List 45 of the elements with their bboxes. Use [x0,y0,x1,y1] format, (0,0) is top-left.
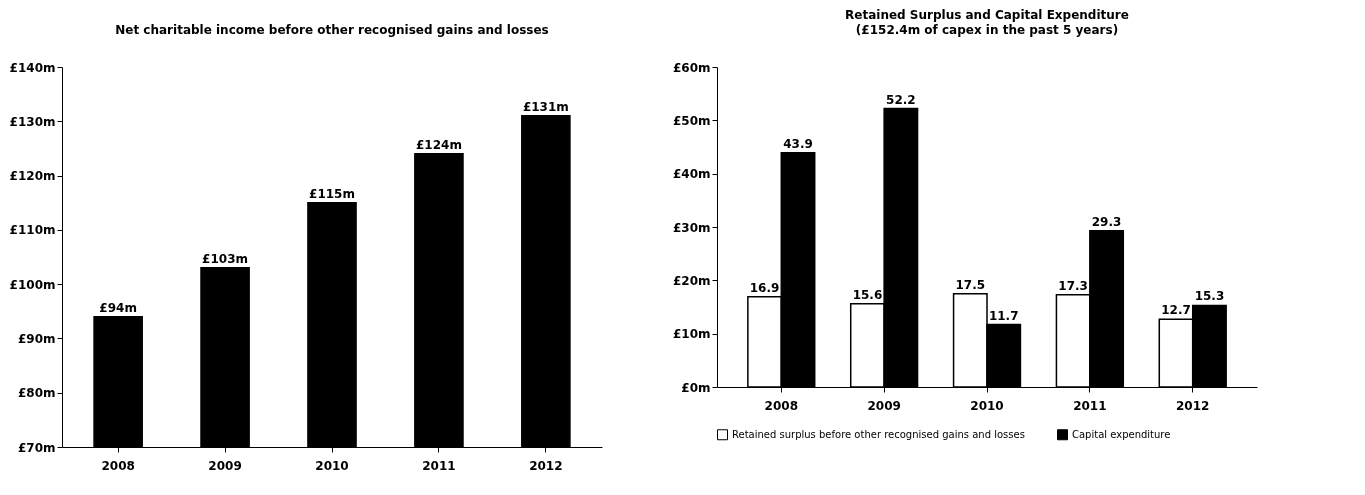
y-tick-label: £110m [9,223,56,238]
chart-title: Net charitable income before other recognised gains and losses [115,23,549,37]
y-tick-label: £30m [672,220,711,235]
y-tick-label: £20m [672,273,711,288]
chart-title: Retained Surplus and Capital Expenditure [845,8,1129,22]
data-label: 43.9 [783,136,813,151]
data-label: £124m [415,137,462,152]
x-tick-label: 2010 [315,458,349,473]
chart-subtitle: (£152.4m of capex in the past 5 years) [855,23,1119,37]
x-tick-label: 2011 [1073,398,1107,413]
y-tick-label: £0m [681,380,711,395]
data-label: £103m [202,251,249,266]
legend-label: Retained surplus before other recognised gains and losses [732,428,1025,440]
data-label: 15.6 [852,287,883,302]
data-label: 17.5 [955,277,986,292]
data-label: 29.3 [1091,214,1122,229]
x-tick-label: 2010 [970,398,1004,413]
y-tick-label: £40m [672,167,711,182]
data-label: £115m [309,186,355,201]
y-tick-label: £70m [17,440,56,455]
data-label: £131m [522,99,569,114]
x-tick-label: 2012 [1176,398,1210,413]
y-tick-label: £120m [9,169,56,184]
data-label: 17.3 [1058,278,1088,293]
x-tick-label: 2011 [422,458,456,473]
x-tick-label: 2008 [764,398,798,413]
x-tick-label: 2009 [208,458,242,473]
x-tick-label: 2008 [101,458,135,473]
y-tick-label: £80m [17,386,56,401]
legend-label: Capital expenditure [1072,428,1171,440]
x-tick-label: 2009 [867,398,901,413]
y-tick-label: £90m [17,331,56,346]
data-label: 52.2 [886,92,916,107]
data-label: 15.3 [1194,289,1225,304]
data-label: 16.9 [749,280,780,295]
x-tick-label: 2012 [529,458,563,473]
y-tick-label: £10m [672,327,711,342]
y-tick-label: £130m [9,114,56,129]
data-label: £94m [99,300,137,315]
y-tick-label: £140m [9,60,56,75]
data-label: 11.7 [988,308,1019,323]
y-tick-label: £60m [672,60,711,75]
y-tick-label: £50m [672,113,711,128]
y-tick-label: £100m [9,277,56,292]
data-label: 12.7 [1161,303,1191,318]
